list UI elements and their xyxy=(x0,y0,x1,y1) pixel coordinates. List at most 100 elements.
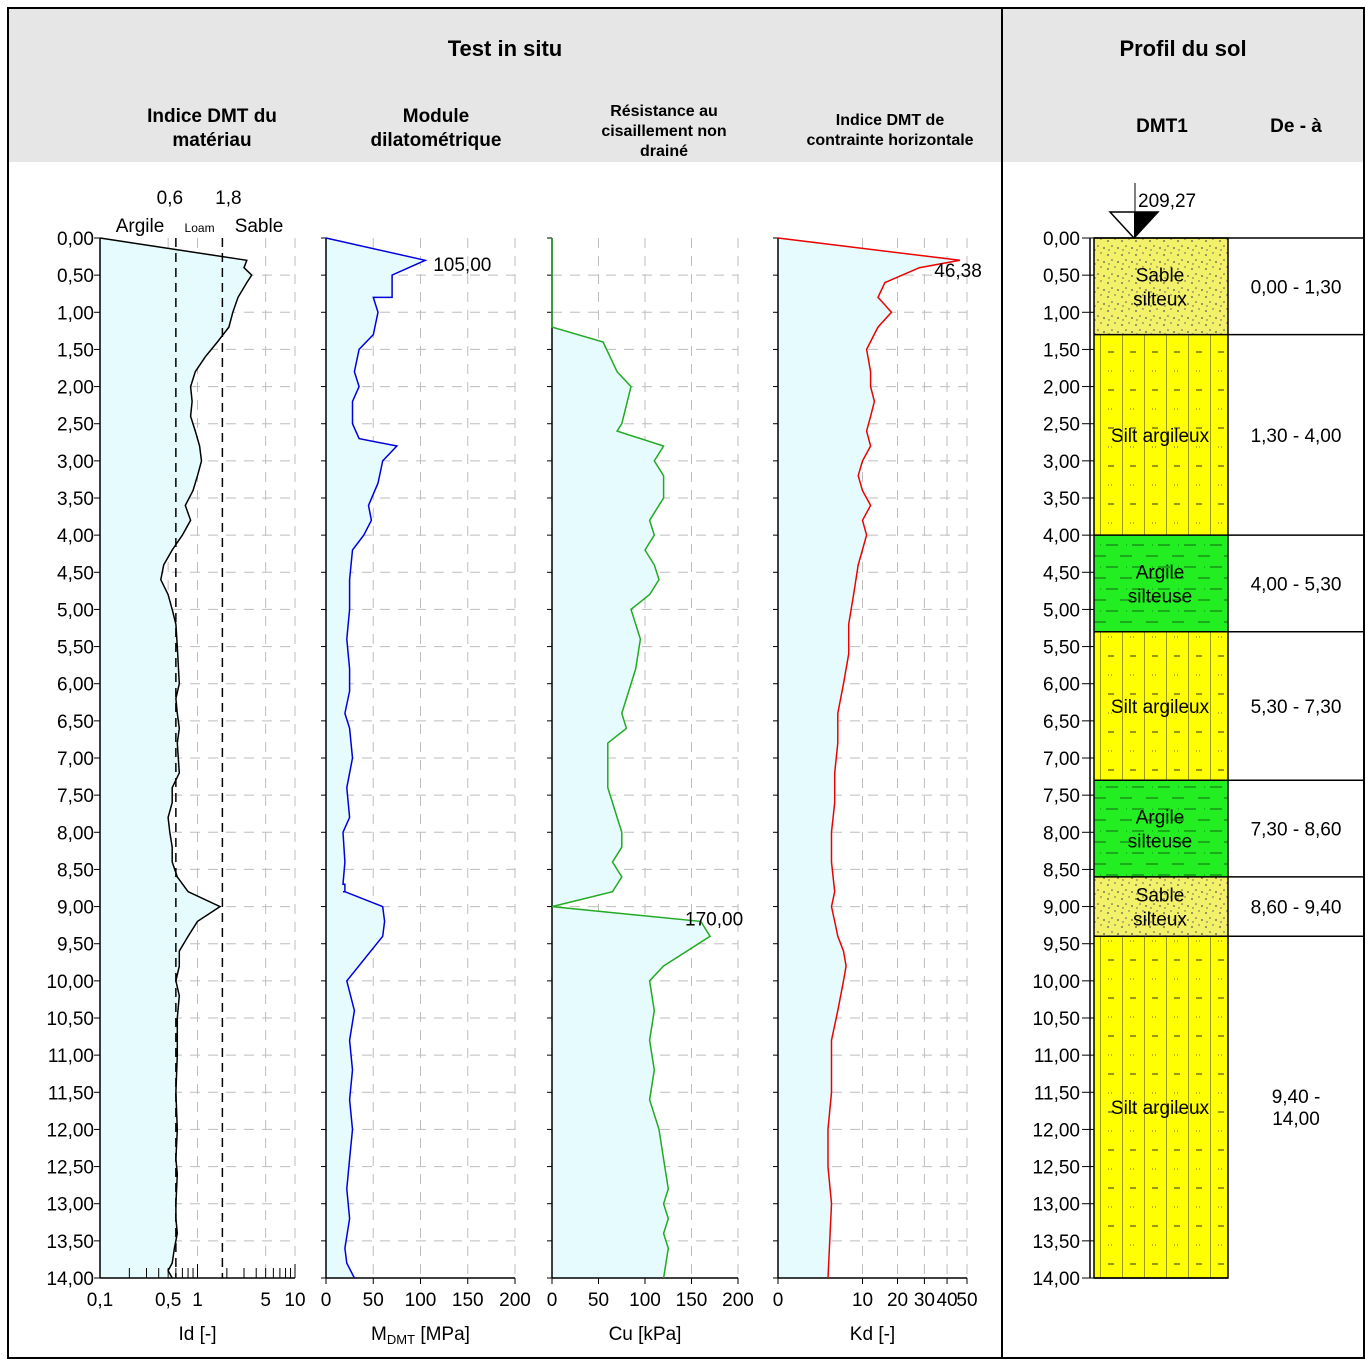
column-header-id-line: matériau xyxy=(172,130,251,151)
depth-tick-label: 9,50 xyxy=(57,935,94,956)
depth-tick-label: 11,50 xyxy=(48,1083,94,1104)
layer-range: 8,60 - 9,40 xyxy=(1251,898,1342,919)
column-header-m: Module dilatométrique xyxy=(371,106,502,151)
depth-tick-label: 13,50 xyxy=(46,1232,94,1253)
profile-depth-label: 11,00 xyxy=(1034,1046,1080,1067)
depth-tick-label: 5,50 xyxy=(57,638,94,659)
profile-box xyxy=(1093,237,1229,1279)
boundary-label-loam-sand: 1,8 xyxy=(215,188,241,209)
layer-range-line: 0,00 - 1,30 xyxy=(1251,277,1342,298)
series-fill-id xyxy=(100,238,252,1278)
column-header-cu-line: Résistance au xyxy=(610,103,718,120)
series-line-kd xyxy=(777,237,961,1279)
depth-tick-label: 7,00 xyxy=(57,749,94,770)
x-tick-label: 0,1 xyxy=(87,1290,113,1311)
profile-depth-label: 14,00 xyxy=(1032,1269,1080,1290)
column-header-cu-line: drainé xyxy=(640,143,688,160)
depth-tick-label: 14,00 xyxy=(46,1269,94,1290)
x-axis-title-cu: Cu [kPa] xyxy=(609,1324,682,1345)
profile-depth-label: 13,50 xyxy=(1032,1232,1080,1253)
layer-label-line: silteux xyxy=(1133,289,1187,310)
col-dmt-title: DMT1 xyxy=(1136,116,1188,137)
x-axis-title-m: MDMT [MPa] xyxy=(371,1324,470,1347)
depth-tick-label: 4,50 xyxy=(57,563,94,584)
layer-label-line: silteuse xyxy=(1128,832,1192,853)
x-tick-label: 40 xyxy=(936,1290,957,1311)
profile-depth-label: 8,50 xyxy=(1043,860,1080,881)
layer-label: Silt argileux xyxy=(1111,697,1210,718)
profile-depth-label: 2,00 xyxy=(1043,378,1080,399)
profile-depth-label: 11,50 xyxy=(1034,1083,1080,1104)
x-tick-label: 150 xyxy=(676,1290,708,1311)
depth-tick-label: 2,00 xyxy=(57,378,94,399)
x-tick-label: 100 xyxy=(405,1290,437,1311)
depth-tick-label: 5,00 xyxy=(57,600,94,621)
profile-depth-label: 4,50 xyxy=(1043,563,1080,584)
profile-depth-label: 6,50 xyxy=(1043,712,1080,733)
profile-depth-label: 13,00 xyxy=(1032,1195,1080,1216)
profile-depth-label: 3,00 xyxy=(1043,452,1080,473)
depth-tick-label: 4,00 xyxy=(57,526,94,547)
peak-label-cu: 170,00 xyxy=(685,909,743,930)
boundary-label-clay-loam: 0,6 xyxy=(157,188,183,209)
layer-range: 1,30 - 4,00 xyxy=(1251,426,1342,447)
x-tick-label: 0 xyxy=(773,1290,784,1311)
profile-depth-label: 4,00 xyxy=(1043,526,1080,547)
column-header-m-line: dilatométrique xyxy=(371,130,502,151)
x-axis-title-unit: [MPa] xyxy=(415,1324,470,1345)
elevation-label: 209,27 xyxy=(1138,191,1196,212)
profile-depth-label: 12,50 xyxy=(1032,1158,1080,1179)
series-line-cu xyxy=(551,238,712,1279)
profile-depth-label: 1,50 xyxy=(1043,340,1080,361)
profile-depth-label: 5,50 xyxy=(1043,638,1080,659)
soil-profile: 0,00 0,50 1,00 1,50 2,00 2,50 3,00 3,50 4,00 4,50… xyxy=(1032,183,1365,1290)
x-tick-label: 10 xyxy=(852,1290,873,1311)
layer-range: 0,00 - 1,30 xyxy=(1251,277,1342,298)
layer-label-line: Argile xyxy=(1136,562,1185,583)
layer-label: Silt argileux xyxy=(1111,426,1210,447)
column-header-cu-line: cisaillement non xyxy=(601,123,726,140)
profile-depth-label: 7,00 xyxy=(1043,749,1080,770)
profile-depth-label: 0,50 xyxy=(1043,266,1080,287)
plot-area: 0,000,501,001,502,002,503,003,504,004,50… xyxy=(46,188,981,1347)
layer-range-line: 1,30 - 4,00 xyxy=(1251,426,1342,447)
profile-depth-label: 10,00 xyxy=(1032,972,1080,993)
layer-range-line: 5,30 - 7,30 xyxy=(1251,697,1342,718)
zone-label-argile: Argile xyxy=(116,216,165,237)
layer-label-line: Silt argileux xyxy=(1111,697,1210,718)
profile-depth-label: 10,50 xyxy=(1032,1009,1080,1030)
x-axis-title-kd: Kd [-] xyxy=(850,1324,895,1345)
x-tick-label: 100 xyxy=(629,1290,661,1311)
depth-tick-label: 10,00 xyxy=(46,972,94,993)
profile-depth-label: 9,00 xyxy=(1043,898,1080,919)
outer-frame xyxy=(7,7,1365,1359)
x-tick-label: 1 xyxy=(192,1290,203,1311)
x-tick-label: 30 xyxy=(914,1290,935,1311)
depth-tick-label: 13,00 xyxy=(46,1195,94,1216)
x-tick-label: 0,5 xyxy=(155,1290,181,1311)
layer-range: 5,30 - 7,30 xyxy=(1251,697,1342,718)
layer-label-line: Sable xyxy=(1136,886,1185,907)
column-header-cu: Résistance au cisaillement non drainé xyxy=(601,103,726,160)
x-tick-label: 150 xyxy=(452,1290,484,1311)
series-line-m xyxy=(325,237,428,1279)
layer-range-line: 9,40 - xyxy=(1272,1087,1321,1108)
layer-label-line: Argile xyxy=(1136,808,1185,829)
layer-fill xyxy=(1094,631,1228,781)
elevation-marker-fill xyxy=(1134,212,1158,238)
column-headers: Indice DMT du matériau Module dilatométriqu… xyxy=(147,103,974,160)
depth-tick-label: 10,50 xyxy=(46,1009,94,1030)
zone-label-loam: Loam xyxy=(185,221,215,235)
column-header-id-line: Indice DMT du xyxy=(147,106,277,127)
profile-depth-label: 5,00 xyxy=(1043,600,1080,621)
depth-tick-label: 2,50 xyxy=(57,415,94,436)
profile-title: Profil du sol xyxy=(1119,36,1246,61)
layer-label: Argile silteuse xyxy=(1128,562,1192,607)
x-tick-label: 50 xyxy=(363,1290,384,1311)
series-fill-cu xyxy=(552,238,711,1278)
x-tick-label: 200 xyxy=(499,1290,531,1311)
layer-label-line: Silt argileux xyxy=(1111,1098,1210,1119)
depth-tick-label: 6,50 xyxy=(57,712,94,733)
